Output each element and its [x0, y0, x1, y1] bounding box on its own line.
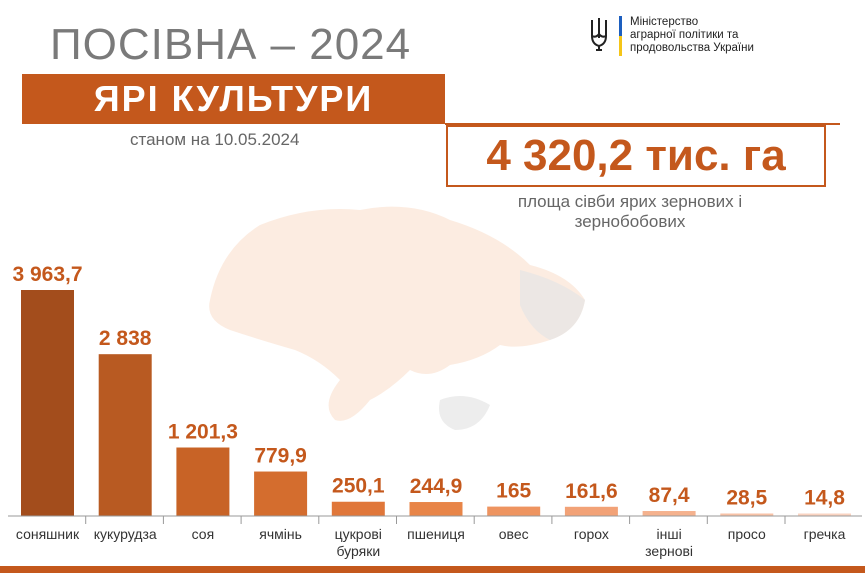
data-label-8: 87,4 — [649, 484, 690, 507]
data-label-7: 161,6 — [565, 480, 618, 503]
banner-underline — [445, 123, 840, 125]
bar-6 — [487, 506, 541, 516]
bar-5 — [409, 502, 463, 516]
ministry-line-3: продовольства України — [630, 42, 754, 54]
category-label-4-1: буряки — [336, 543, 380, 559]
caption-line-1: площа сівби ярих зернових і — [517, 192, 743, 211]
data-label-3: 779,9 — [254, 445, 307, 468]
report-date: станом на 10.05.2024 — [130, 130, 300, 149]
flag-stripe — [619, 16, 622, 56]
category-label-3: ячмінь — [259, 526, 302, 542]
category-label-7: горох — [574, 526, 609, 542]
category-label-10: гречка — [804, 526, 846, 542]
category-label-5: пшениця — [407, 526, 465, 542]
data-label-4: 250,1 — [332, 475, 385, 498]
data-label-9: 28,5 — [726, 487, 767, 510]
bar-0 — [21, 290, 74, 516]
ministry-line-1: Міністерство — [630, 16, 699, 28]
total-area-value: 4 320,2 тис. га — [446, 125, 826, 187]
bar-3 — [254, 471, 308, 516]
ministry-line-2: аграрної політики та — [630, 29, 739, 41]
category-label-8-0: інші — [657, 526, 682, 542]
category-label-2: соя — [192, 526, 215, 542]
data-label-0: 3 963,7 — [12, 263, 82, 286]
bar-4 — [331, 501, 385, 516]
bar-10 — [798, 513, 851, 516]
total-area-caption: площа сівби ярих зернових і зернобобових — [470, 192, 790, 232]
bar-2 — [176, 447, 230, 516]
category-label-6: овес — [499, 526, 529, 542]
category-label-0: соняшник — [16, 526, 80, 542]
data-label-1: 2 838 — [99, 327, 152, 350]
category-label-1: кукурудза — [94, 526, 157, 542]
data-label-10: 14,8 — [804, 487, 845, 510]
bar-8 — [642, 511, 696, 516]
bar-1 — [98, 354, 152, 516]
caption-line-2: зернобобових — [574, 212, 686, 231]
data-label-5: 244,9 — [410, 475, 463, 498]
bar-9 — [720, 513, 774, 516]
page-title: ПОСІВНА – 2024 — [50, 20, 412, 69]
section-banner: ЯРІ КУЛЬТУРИ — [22, 74, 445, 124]
bar-7 — [564, 506, 618, 516]
ukraine-map — [209, 206, 585, 430]
trident-icon — [591, 18, 607, 51]
category-label-9: просо — [728, 526, 766, 542]
category-label-4-0: цукрові — [335, 526, 382, 542]
data-label-6: 165 — [496, 480, 531, 503]
ministry-name: Міністерство аграрної політики та продов… — [630, 16, 800, 55]
data-label-2: 1 201,3 — [168, 421, 238, 444]
bottom-accent-bar — [0, 566, 865, 573]
category-label-8-1: зернові — [645, 543, 693, 559]
ministry-logo: Міністерство аграрної політики та продов… — [588, 16, 800, 56]
